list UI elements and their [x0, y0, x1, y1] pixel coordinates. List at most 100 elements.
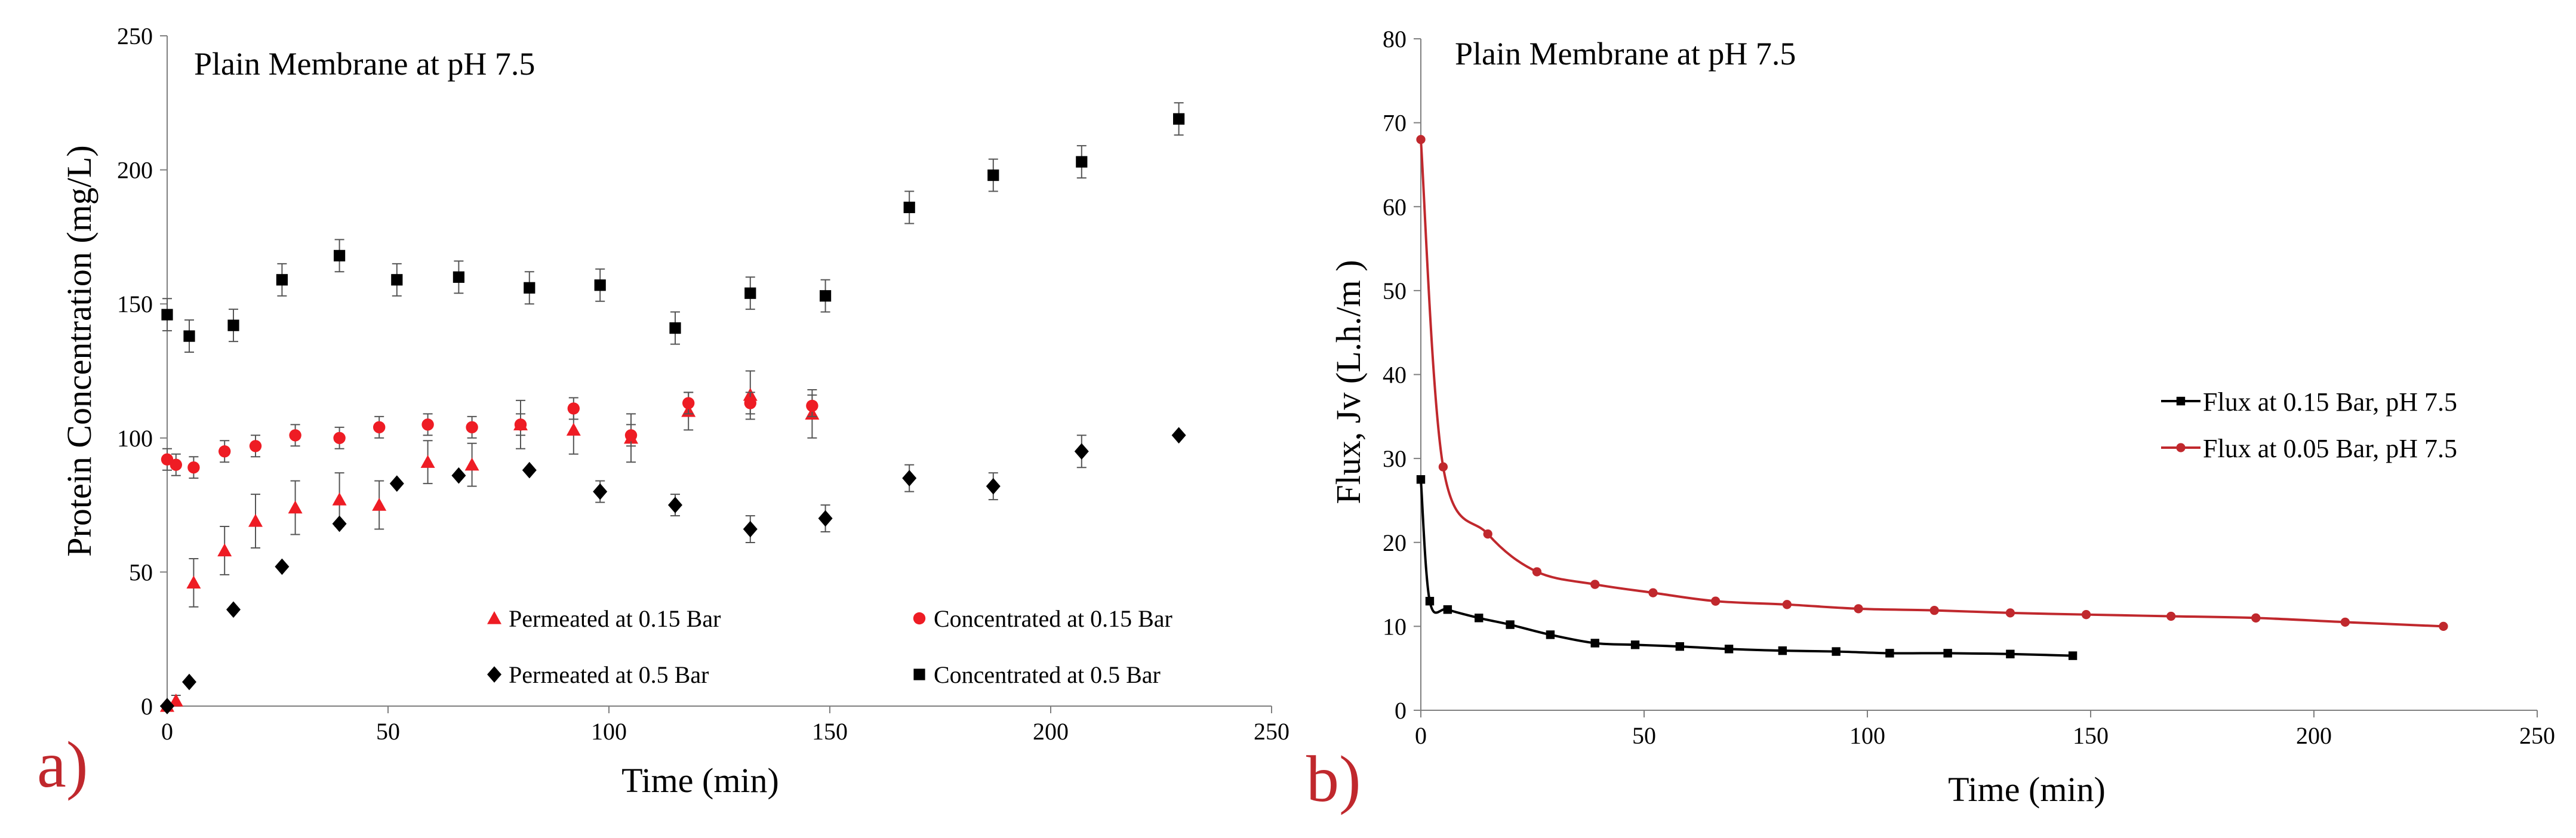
- panel-b-y-tick-label: 10: [1383, 613, 1407, 640]
- panel-b-x-tick-label: 250: [2519, 722, 2555, 749]
- panel-b-y-tick-label: 20: [1383, 529, 1407, 556]
- panel-b-chart: Plain Membrane at pH 7.5 Time (min) Flux…: [1306, 26, 2555, 815]
- panel-a-series-square: [161, 102, 1185, 353]
- legend-marker-diamond: [487, 666, 501, 683]
- data-point: [1483, 529, 1492, 539]
- data-point: [1546, 630, 1555, 639]
- data-point: [275, 558, 290, 575]
- data-point: [682, 397, 695, 409]
- data-point: [806, 399, 818, 412]
- panel-a-x-tick-label: 50: [376, 718, 400, 745]
- data-point: [1443, 605, 1452, 614]
- data-point: [1074, 443, 1089, 460]
- panel-a-y-tick-label: 200: [117, 157, 153, 184]
- data-point: [170, 458, 182, 471]
- data-point: [1854, 604, 1863, 614]
- data-point: [1590, 580, 1600, 589]
- data-point: [669, 322, 681, 334]
- data-point: [566, 423, 581, 436]
- panel-b-y-tick-label: 50: [1383, 278, 1407, 304]
- data-point: [451, 467, 466, 484]
- data-point: [276, 274, 288, 286]
- panel-a-series-triangle: [160, 370, 820, 712]
- data-point: [1885, 649, 1894, 658]
- data-point: [1675, 642, 1685, 651]
- data-point: [288, 500, 303, 514]
- series-line: [1420, 479, 2073, 657]
- panel-b-y-axis-label: Flux, Jv (L.h./m ): [1329, 260, 1368, 504]
- panel-b-legend: Flux at 0.15 Bar, pH 7.5 Flux at 0.05 Bar…: [2161, 387, 2457, 463]
- legend-label: Permeated at 0.15 Bar: [509, 605, 721, 632]
- panel-a-y-tick-label: 100: [117, 425, 153, 452]
- data-point: [2439, 621, 2448, 631]
- data-point: [1782, 600, 1792, 609]
- panel-a-series-diamond: [160, 427, 1186, 714]
- legend-marker-triangle: [487, 611, 501, 624]
- data-point: [373, 421, 386, 434]
- legend-marker-square: [2176, 396, 2186, 406]
- data-point: [332, 492, 347, 506]
- panel-a-y-tick-label: 250: [117, 23, 153, 50]
- data-point: [168, 694, 183, 707]
- legend-marker-circle: [2176, 443, 2186, 452]
- series-line: [1420, 139, 2444, 628]
- data-point: [514, 418, 527, 431]
- data-point: [2068, 651, 2078, 660]
- data-point: [986, 477, 1001, 495]
- data-point: [594, 279, 606, 291]
- panel-b-x-tick-label: 150: [2073, 722, 2109, 749]
- data-point: [464, 457, 479, 471]
- data-point: [2005, 608, 2015, 618]
- panel-a-x-tick-label: 250: [1254, 718, 1289, 745]
- data-point: [161, 453, 174, 466]
- data-point: [524, 282, 535, 294]
- data-point: [1711, 596, 1721, 606]
- data-point: [902, 470, 917, 486]
- data-point: [1778, 646, 1787, 655]
- data-point: [820, 290, 832, 302]
- data-point: [2166, 611, 2176, 621]
- data-point: [593, 483, 608, 500]
- data-point: [389, 475, 404, 492]
- data-point: [1173, 113, 1185, 125]
- panel-a-chart: Plain Membrane at pH 7.5 Time (min) Prot…: [37, 23, 1289, 801]
- data-point: [332, 515, 347, 532]
- panel-a-y-axis-label: Protein Concentration (mg/L): [60, 145, 99, 556]
- data-point: [218, 445, 231, 458]
- data-point: [1171, 427, 1186, 444]
- data-point: [333, 432, 346, 444]
- data-point: [987, 169, 999, 181]
- panel-b-y-tick-label: 30: [1383, 445, 1407, 472]
- data-point: [1630, 640, 1640, 649]
- data-point: [1590, 639, 1599, 648]
- data-point: [567, 402, 580, 415]
- data-point: [1425, 596, 1435, 606]
- data-point: [160, 698, 174, 714]
- data-point: [421, 418, 434, 431]
- panel-a-y-tick-label: 50: [129, 559, 153, 586]
- legend-label: Permeated at 0.5 Bar: [509, 661, 709, 688]
- data-point: [1929, 606, 1939, 615]
- data-point: [289, 429, 301, 442]
- data-point: [1832, 647, 1841, 656]
- legend-label: Concentrated at 0.5 Bar: [934, 661, 1161, 688]
- data-point: [903, 201, 915, 214]
- data-point: [161, 309, 173, 321]
- data-point: [217, 543, 232, 557]
- data-point: [743, 520, 758, 538]
- panel-b-y-tick-label: 0: [1395, 697, 1407, 724]
- panel-a-title: Plain Membrane at pH 7.5: [194, 46, 535, 82]
- data-point: [2081, 610, 2091, 620]
- data-point: [1416, 475, 1426, 484]
- panel-b-x-tick-label: 100: [1849, 722, 1885, 749]
- panel-b-x-tick-label: 50: [1632, 722, 1656, 749]
- data-point: [334, 249, 346, 261]
- legend-marker-circle: [913, 612, 926, 625]
- data-point: [668, 497, 682, 513]
- panel-b-y-tick-label: 40: [1383, 362, 1407, 389]
- data-point: [1532, 567, 1542, 577]
- data-point: [1943, 649, 1952, 658]
- data-point: [187, 461, 200, 474]
- panel-a-y-tick-label: 0: [141, 693, 153, 720]
- data-point: [249, 440, 262, 452]
